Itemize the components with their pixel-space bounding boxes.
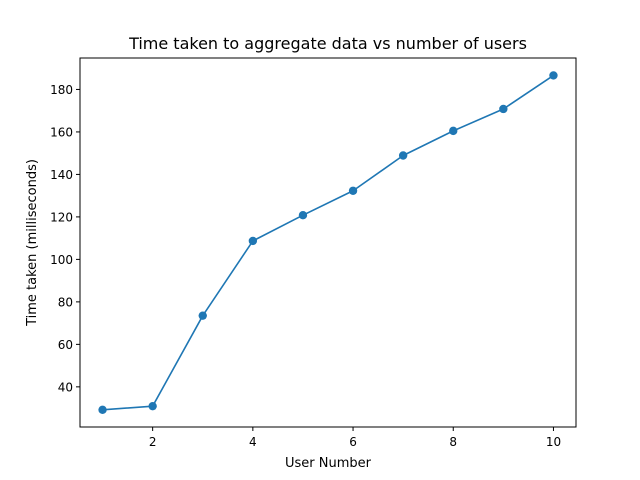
plot-area xyxy=(98,71,558,414)
data-point xyxy=(248,236,258,246)
x-tick-label: 2 xyxy=(149,435,157,449)
data-point xyxy=(98,405,107,414)
data-point xyxy=(449,126,458,136)
y-tick-label: 60 xyxy=(58,338,73,352)
chart-title: Time taken to aggregate data vs number o… xyxy=(128,34,527,53)
data-point xyxy=(348,186,358,195)
plot-frame xyxy=(79,57,577,428)
x-tick-label: 8 xyxy=(449,435,457,449)
data-point xyxy=(549,71,558,80)
y-axis: 40 60 80 100 120 140 160 180 xyxy=(50,83,80,394)
y-tick-label: 40 xyxy=(58,380,73,394)
data-point xyxy=(499,104,508,114)
x-tick-label: 6 xyxy=(349,435,357,449)
x-tick-label: 4 xyxy=(249,435,257,449)
data-point xyxy=(198,311,207,320)
x-tick-label: 10 xyxy=(546,435,561,449)
series-line-0 xyxy=(101,74,555,411)
y-axis-label: Time taken (milliseconds) xyxy=(25,159,40,327)
y-tick-label: 80 xyxy=(58,295,73,309)
x-axis-label: User Number xyxy=(285,456,372,471)
y-tick-label: 140 xyxy=(50,168,73,182)
y-tick-label: 120 xyxy=(50,210,73,224)
data-point xyxy=(398,151,408,160)
y-tick-label: 100 xyxy=(50,253,73,267)
x-axis: 2 4 6 8 10 xyxy=(149,427,561,449)
y-tick-label: 180 xyxy=(50,83,73,97)
y-tick-label: 160 xyxy=(50,125,73,139)
data-point xyxy=(148,401,157,411)
data-point xyxy=(298,211,308,220)
